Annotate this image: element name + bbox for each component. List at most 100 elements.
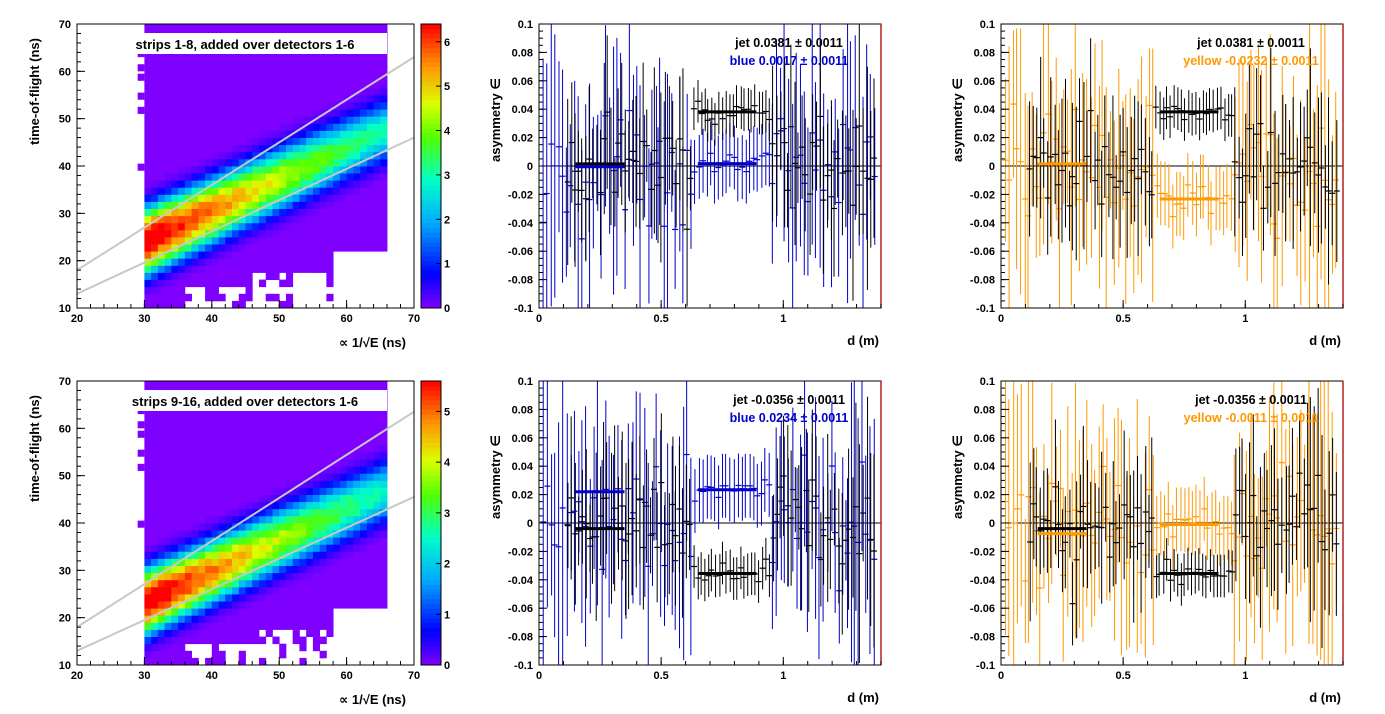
colorbar-step (421, 452, 441, 458)
heatmap-cell (238, 466, 246, 474)
heatmap-cell (353, 515, 361, 524)
data-point (1236, 136, 1243, 219)
heatmap-cell (312, 66, 321, 75)
heatmap-cell (184, 523, 192, 531)
heatmap-cell (184, 565, 192, 574)
heatmap-cell (238, 293, 246, 302)
heatmap-cell (312, 544, 321, 552)
heatmap-cell (137, 106, 145, 114)
data-point (655, 127, 662, 244)
y-axis-label: time-of-flight (ns) (27, 395, 42, 502)
heatmap-cell (218, 137, 226, 146)
heatmap-cell (198, 222, 206, 231)
colorbar-tick-label: 1 (444, 259, 450, 271)
heatmap-cell (333, 494, 341, 503)
data-point (739, 135, 746, 200)
data-point (715, 135, 722, 200)
heatmap-cell (279, 523, 287, 531)
heatmap-cell (252, 24, 260, 32)
heatmap-cell (238, 409, 246, 417)
heatmap-cell (279, 166, 287, 174)
data-point (792, 81, 799, 246)
heatmap-cell (238, 87, 246, 96)
heatmap-cell (353, 80, 361, 89)
x-tick-label: 0 (536, 670, 542, 682)
heatmap-cell (211, 409, 219, 417)
colorbar-tick-label: 0 (444, 303, 450, 315)
heatmap-cell (218, 279, 226, 288)
heatmap-cell (178, 24, 186, 32)
heatmap-cell (211, 466, 219, 474)
colorbar-step (421, 655, 441, 661)
heatmap-cell (339, 66, 347, 75)
heatmap-cell (245, 537, 253, 545)
heatmap-cell (265, 52, 273, 60)
heatmap-cell (252, 208, 260, 217)
heatmap-cell (205, 123, 213, 131)
heatmap-cell (205, 272, 213, 280)
heatmap-cell (272, 480, 280, 488)
heatmap-cell (285, 201, 294, 209)
heatmap-cell (205, 551, 213, 559)
heatmap-cell (353, 487, 361, 495)
heatmap-cell (191, 523, 199, 531)
heatmap-cell (225, 537, 233, 545)
heatmap-cell (171, 137, 179, 146)
heatmap-cell (238, 109, 246, 117)
heatmap-cell (319, 151, 327, 160)
heatmap-cell (151, 594, 159, 602)
heatmap-cell (366, 530, 374, 538)
heatmap-cell (292, 80, 300, 89)
heatmap-cell (218, 116, 226, 124)
heatmap-cell (299, 116, 307, 124)
heatmap-cell (339, 109, 347, 117)
heatmap-cell (353, 452, 361, 460)
heatmap-cell (265, 109, 273, 117)
heatmap-cell (238, 229, 246, 238)
heatmap-cell (218, 466, 226, 474)
heatmap-cell (333, 80, 341, 89)
y-tick-label: 50 (59, 471, 71, 483)
heatmap-cell (339, 80, 347, 89)
heatmap-cell (151, 87, 159, 96)
colorbar-step (421, 504, 441, 510)
heatmap-cell (191, 530, 199, 538)
colorbar-tick-label: 3 (444, 170, 450, 182)
heatmap-cell (285, 459, 294, 467)
heatmap-cell (279, 452, 287, 460)
heatmap-cell (144, 601, 152, 609)
heatmap-cell (245, 265, 253, 273)
heatmap-cell (292, 586, 300, 595)
heatmap-cell (272, 265, 280, 273)
heatmap-cell (198, 459, 206, 467)
heatmap-cell (232, 508, 240, 517)
heatmap-cell (380, 123, 388, 131)
data-point (1092, 131, 1099, 230)
heatmap-cell (292, 158, 300, 167)
heatmap-cell (258, 180, 267, 188)
heatmap-cell (272, 293, 280, 302)
colorbar-step (421, 447, 441, 453)
colorbar-step (421, 284, 441, 290)
data-point (835, 488, 842, 604)
heatmap-cell (319, 579, 327, 588)
heatmap-cell (373, 116, 381, 124)
heatmap-cell (346, 437, 354, 446)
colorbar-step (421, 390, 441, 396)
heatmap-cell (218, 293, 226, 302)
colorbar-step (421, 260, 441, 266)
heatmap-cell (292, 551, 300, 559)
heatmap-cell (151, 501, 159, 510)
heatmap-cell (360, 137, 368, 146)
heatmap-cell (184, 430, 192, 439)
heatmap-cell (184, 24, 192, 32)
heatmap-cell (279, 586, 287, 595)
data-point (1294, 137, 1301, 206)
data-point (1056, 103, 1063, 308)
plot-content (1001, 24, 1343, 308)
heatmap-cell (198, 508, 206, 517)
heatmap-cell (373, 95, 381, 103)
data-point (575, 130, 582, 212)
colorbar-step (421, 537, 441, 543)
